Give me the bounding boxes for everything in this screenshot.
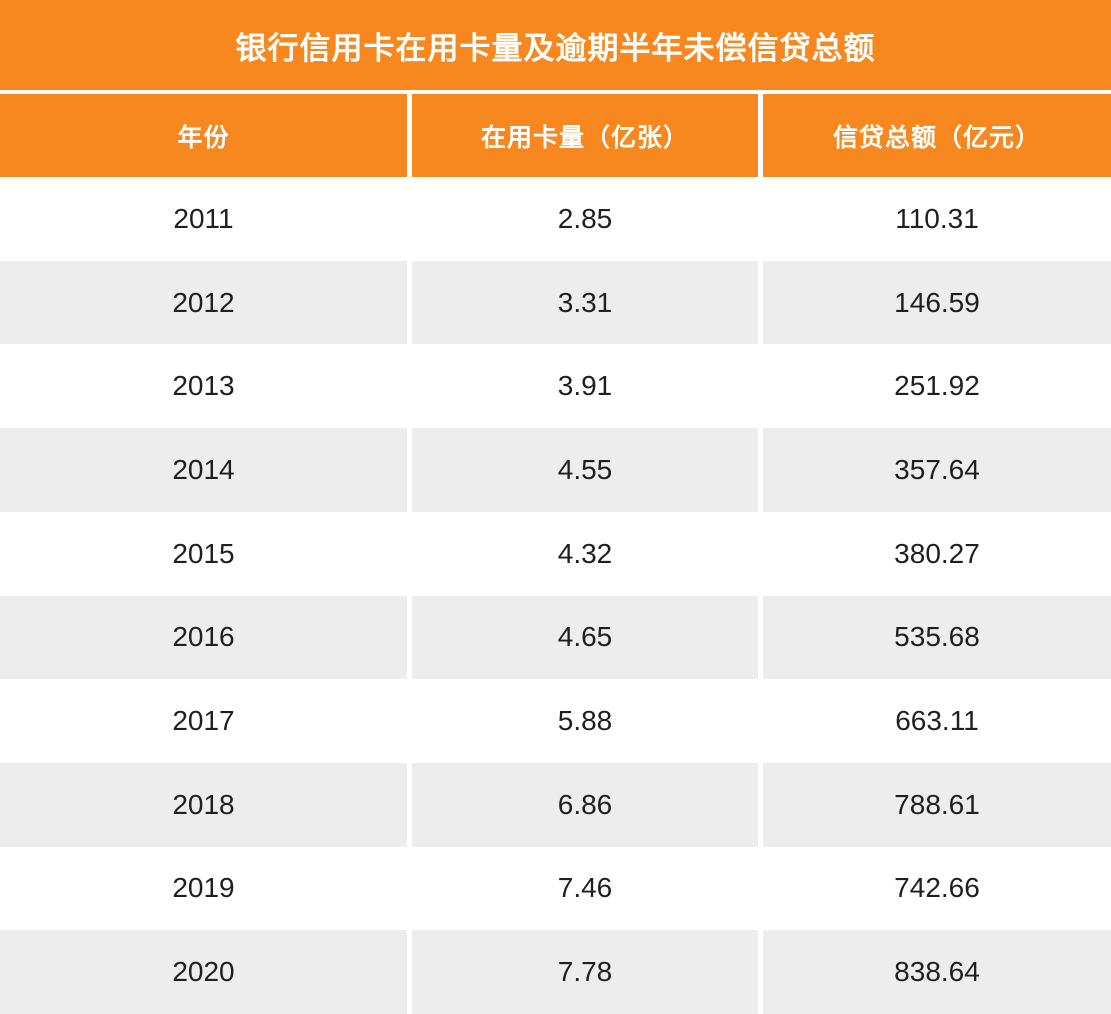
cell-credit-total: 742.66 [763, 846, 1111, 931]
cell-credit-total: 251.92 [763, 344, 1111, 429]
cell-cards-in-use: 4.55 [412, 428, 758, 512]
cell-credit-total: 663.11 [763, 679, 1111, 763]
title-header-divider [0, 90, 1111, 94]
table-row: 2017 5.88 663.11 [0, 679, 1111, 763]
cell-cards-in-use: 4.32 [412, 511, 758, 596]
header-cell-credit-total: 信贷总额（亿元） [763, 94, 1111, 177]
cell-cards-in-use: 7.78 [412, 930, 758, 1014]
table-row: 2016 4.65 535.68 [0, 595, 1111, 680]
cell-year: 2014 [0, 428, 407, 512]
cell-credit-total: 146.59 [763, 260, 1111, 345]
cell-cards-in-use: 3.91 [412, 344, 758, 429]
cell-year: 2016 [0, 595, 407, 680]
cell-year: 2018 [0, 762, 407, 847]
table-row: 2014 4.55 357.64 [0, 428, 1111, 512]
cell-cards-in-use: 7.46 [412, 846, 758, 931]
table-row: 2019 7.46 742.66 [0, 846, 1111, 931]
table-row: 2020 7.78 838.64 [0, 930, 1111, 1014]
cell-year: 2017 [0, 679, 407, 763]
cell-credit-total: 838.64 [763, 930, 1111, 1014]
table-header-row: 年份 在用卡量（亿张） 信贷总额（亿元） [0, 94, 1111, 177]
cell-cards-in-use: 3.31 [412, 260, 758, 345]
cell-year: 2011 [0, 177, 407, 261]
cell-credit-total: 357.64 [763, 428, 1111, 512]
table-row: 2015 4.32 380.27 [0, 511, 1111, 596]
table-row: 2012 3.31 146.59 [0, 260, 1111, 345]
cell-cards-in-use: 5.88 [412, 679, 758, 763]
table-row: 2018 6.86 788.61 [0, 762, 1111, 847]
cell-credit-total: 535.68 [763, 595, 1111, 680]
table-body: 2011 2.85 110.31 2012 3.31 146.59 2013 3.91 251.… [0, 177, 1111, 1014]
table-title: 银行信用卡在用卡量及逾期半年未偿信贷总额 [0, 0, 1111, 90]
table-row: 2013 3.91 251.92 [0, 344, 1111, 429]
cell-year: 2012 [0, 260, 407, 345]
cell-year: 2019 [0, 846, 407, 931]
cell-cards-in-use: 6.86 [412, 762, 758, 847]
header-cell-cards-in-use: 在用卡量（亿张） [412, 94, 758, 177]
cell-cards-in-use: 2.85 [412, 177, 758, 261]
cell-credit-total: 380.27 [763, 511, 1111, 596]
table-row: 2011 2.85 110.31 [0, 177, 1111, 261]
cell-year: 2020 [0, 930, 407, 1014]
cell-credit-total: 788.61 [763, 762, 1111, 847]
cell-year: 2013 [0, 344, 407, 429]
cell-cards-in-use: 4.65 [412, 595, 758, 680]
cell-credit-total: 110.31 [763, 177, 1111, 261]
header-cell-year: 年份 [0, 94, 407, 177]
cell-year: 2015 [0, 511, 407, 596]
